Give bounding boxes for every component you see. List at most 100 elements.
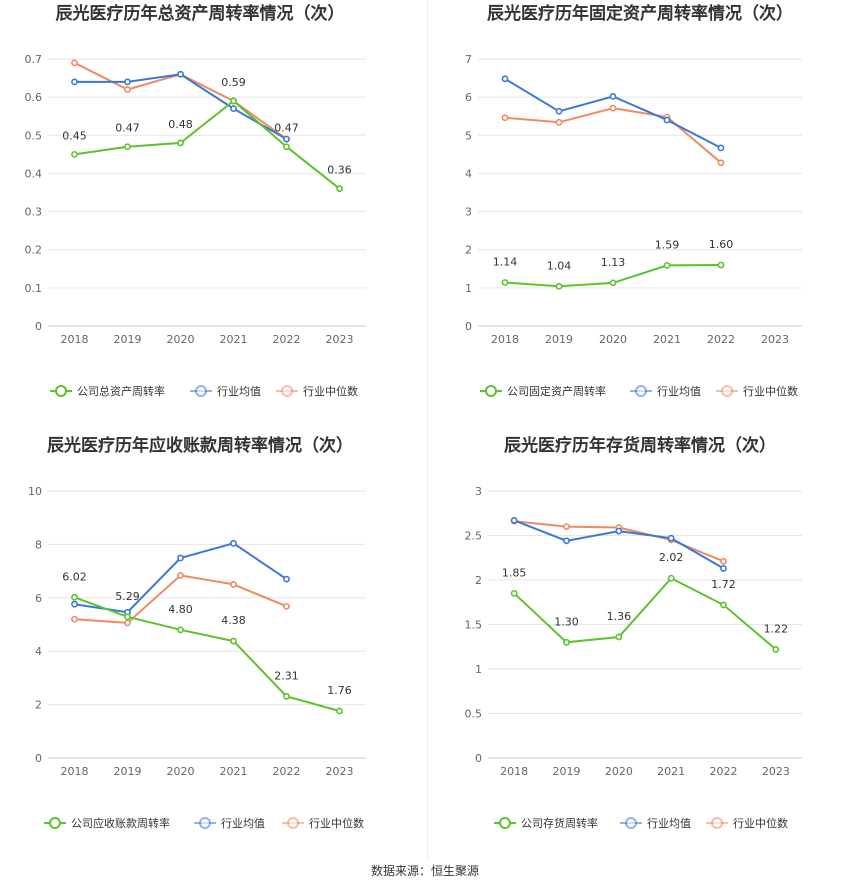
data-label: 0.47 bbox=[274, 122, 299, 135]
data-label: 4.38 bbox=[221, 614, 246, 627]
legend-item-median[interactable]: 行业中位数 bbox=[706, 816, 788, 830]
legend-label: 行业中位数 bbox=[309, 816, 364, 830]
x-tick-label: 2022 bbox=[273, 333, 301, 346]
y-tick-label: 0.1 bbox=[25, 282, 43, 295]
chart-receivables-turnover: 辰光医疗历年应收账款周转率情况（次） 0 2 4 6 8 10 2018 2019 2020 202… bbox=[0, 432, 422, 862]
data-point-company bbox=[720, 601, 727, 609]
data-point-company bbox=[615, 633, 623, 641]
data-label: 1.22 bbox=[764, 622, 789, 635]
data-label: 1.30 bbox=[554, 615, 579, 628]
data-point-company bbox=[283, 143, 290, 151]
legend-label: 行业中位数 bbox=[733, 816, 788, 830]
data-point-company bbox=[609, 279, 617, 287]
legend-item-median[interactable]: 行业中位数 bbox=[276, 384, 358, 398]
data-point-median bbox=[71, 59, 78, 67]
y-tick-label: 1 bbox=[465, 282, 472, 295]
data-point-avg bbox=[230, 539, 237, 547]
data-label: 1.14 bbox=[493, 256, 518, 269]
data-point-company bbox=[230, 97, 237, 105]
x-tick-label: 2021 bbox=[653, 333, 681, 346]
y-tick-label: 3 bbox=[475, 485, 482, 498]
data-label: 0.48 bbox=[168, 118, 193, 131]
x-tick-label: 2022 bbox=[707, 333, 735, 346]
data-point-avg bbox=[663, 116, 671, 124]
y-tick-label: 7 bbox=[465, 53, 472, 66]
series-line-company bbox=[513, 576, 777, 651]
legend-item-company[interactable]: 公司存货周转率 bbox=[494, 816, 598, 830]
y-tick-label: 0.5 bbox=[465, 708, 483, 721]
data-point-avg bbox=[563, 537, 570, 545]
legend-marker-icon bbox=[711, 817, 723, 829]
data-label: 1.59 bbox=[655, 238, 680, 251]
legend-label: 公司存货周转率 bbox=[521, 816, 598, 830]
y-tick-label: 10 bbox=[28, 485, 42, 498]
legend-label: 行业均值 bbox=[657, 385, 701, 398]
legend-item-company[interactable]: 公司固定资产周转率 bbox=[480, 384, 606, 398]
data-point-company bbox=[501, 279, 509, 286]
y-tick-label: 0.4 bbox=[25, 167, 43, 180]
y-tick-label: 2.5 bbox=[465, 530, 483, 543]
legend-marker-icon bbox=[485, 385, 497, 397]
y-tick-label: 0.3 bbox=[25, 206, 43, 219]
data-label: 1.13 bbox=[601, 256, 626, 269]
data-label: 2.02 bbox=[659, 551, 684, 564]
chart-inventory-turnover: 辰光医疗历年存货周转率情况（次） 0 0.5 1 1.5 2 2.5 3 2018 2019 202… bbox=[428, 432, 850, 862]
data-label: 6.02 bbox=[62, 570, 87, 583]
data-label: 0.47 bbox=[115, 122, 140, 135]
data-point-avg bbox=[124, 78, 131, 86]
series-line-company bbox=[74, 596, 340, 712]
data-point-median bbox=[283, 602, 290, 610]
data-point-avg bbox=[177, 554, 184, 562]
data-label: 0.45 bbox=[62, 129, 87, 142]
legend-marker-icon bbox=[281, 385, 293, 397]
chart-svg: 辰光医疗历年总资产周转率情况（次） 0 0.1 0.2 0.3 0.4 0.5 0.6 0.7 2… bbox=[25, 3, 366, 398]
legend-item-median[interactable]: 行业中位数 bbox=[716, 384, 798, 398]
legend-marker-icon bbox=[499, 817, 511, 829]
data-point-avg bbox=[501, 75, 509, 83]
data-point-median bbox=[555, 118, 563, 126]
legend-item-median[interactable]: 行业中位数 bbox=[282, 816, 364, 830]
legend-item-avg[interactable]: 行业均值 bbox=[620, 817, 691, 830]
data-point-median bbox=[71, 615, 78, 623]
data-point-company bbox=[124, 143, 131, 151]
data-point-company bbox=[663, 261, 671, 269]
x-tick-label: 2020 bbox=[605, 765, 633, 778]
data-point-median bbox=[177, 571, 184, 579]
data-point-median bbox=[124, 619, 131, 627]
data-point-avg bbox=[720, 565, 727, 572]
y-tick-label: 0.5 bbox=[25, 129, 43, 142]
data-point-median bbox=[124, 86, 131, 93]
y-tick-label: 0 bbox=[35, 320, 42, 333]
x-tick-label: 2018 bbox=[500, 765, 528, 778]
data-label: 5.29 bbox=[115, 590, 140, 603]
legend-item-avg[interactable]: 行业均值 bbox=[190, 385, 261, 398]
data-label: 0.59 bbox=[221, 76, 246, 89]
legend-item-company[interactable]: 公司总资产周转率 bbox=[50, 384, 165, 398]
legend-label: 行业均值 bbox=[217, 385, 261, 398]
legend-item-avg[interactable]: 行业均值 bbox=[630, 385, 701, 398]
x-tick-label: 2021 bbox=[220, 765, 248, 778]
chart-svg: 辰光医疗历年存货周转率情况（次） 0 0.5 1 1.5 2 2.5 3 2018 2019 202… bbox=[465, 435, 802, 830]
x-tick-label: 2023 bbox=[762, 765, 790, 778]
data-point-median bbox=[501, 114, 509, 122]
legend-marker-icon bbox=[49, 817, 61, 829]
x-tick-label: 2021 bbox=[657, 765, 685, 778]
legend-marker-icon bbox=[199, 817, 211, 829]
y-tick-label: 1 bbox=[475, 663, 482, 676]
y-tick-label: 2 bbox=[475, 574, 482, 587]
x-tick-label: 2018 bbox=[61, 765, 89, 778]
legend-item-avg[interactable]: 行业均值 bbox=[194, 817, 265, 830]
data-label: 1.76 bbox=[327, 684, 352, 697]
y-tick-label: 5 bbox=[465, 129, 472, 142]
chart-svg: 辰光医疗历年应收账款周转率情况（次） 0 2 4 6 8 10 2018 2019 2020 202… bbox=[28, 435, 366, 830]
chart-fixed-asset-turnover: 辰光医疗历年固定资产周转率情况（次） 0 1 2 3 4 5 6 7 2018 2019 2020 20… bbox=[428, 0, 850, 420]
data-point-avg bbox=[510, 516, 518, 524]
data-label: 1.72 bbox=[711, 578, 736, 591]
legend-item-company[interactable]: 公司应收账款周转率 bbox=[44, 816, 170, 830]
data-point-company bbox=[283, 692, 290, 700]
legend-marker-icon bbox=[635, 385, 647, 397]
y-tick-label: 2 bbox=[465, 244, 472, 257]
data-point-avg bbox=[283, 135, 290, 143]
data-label: 0.36 bbox=[327, 164, 352, 177]
data-point-avg bbox=[71, 78, 78, 86]
